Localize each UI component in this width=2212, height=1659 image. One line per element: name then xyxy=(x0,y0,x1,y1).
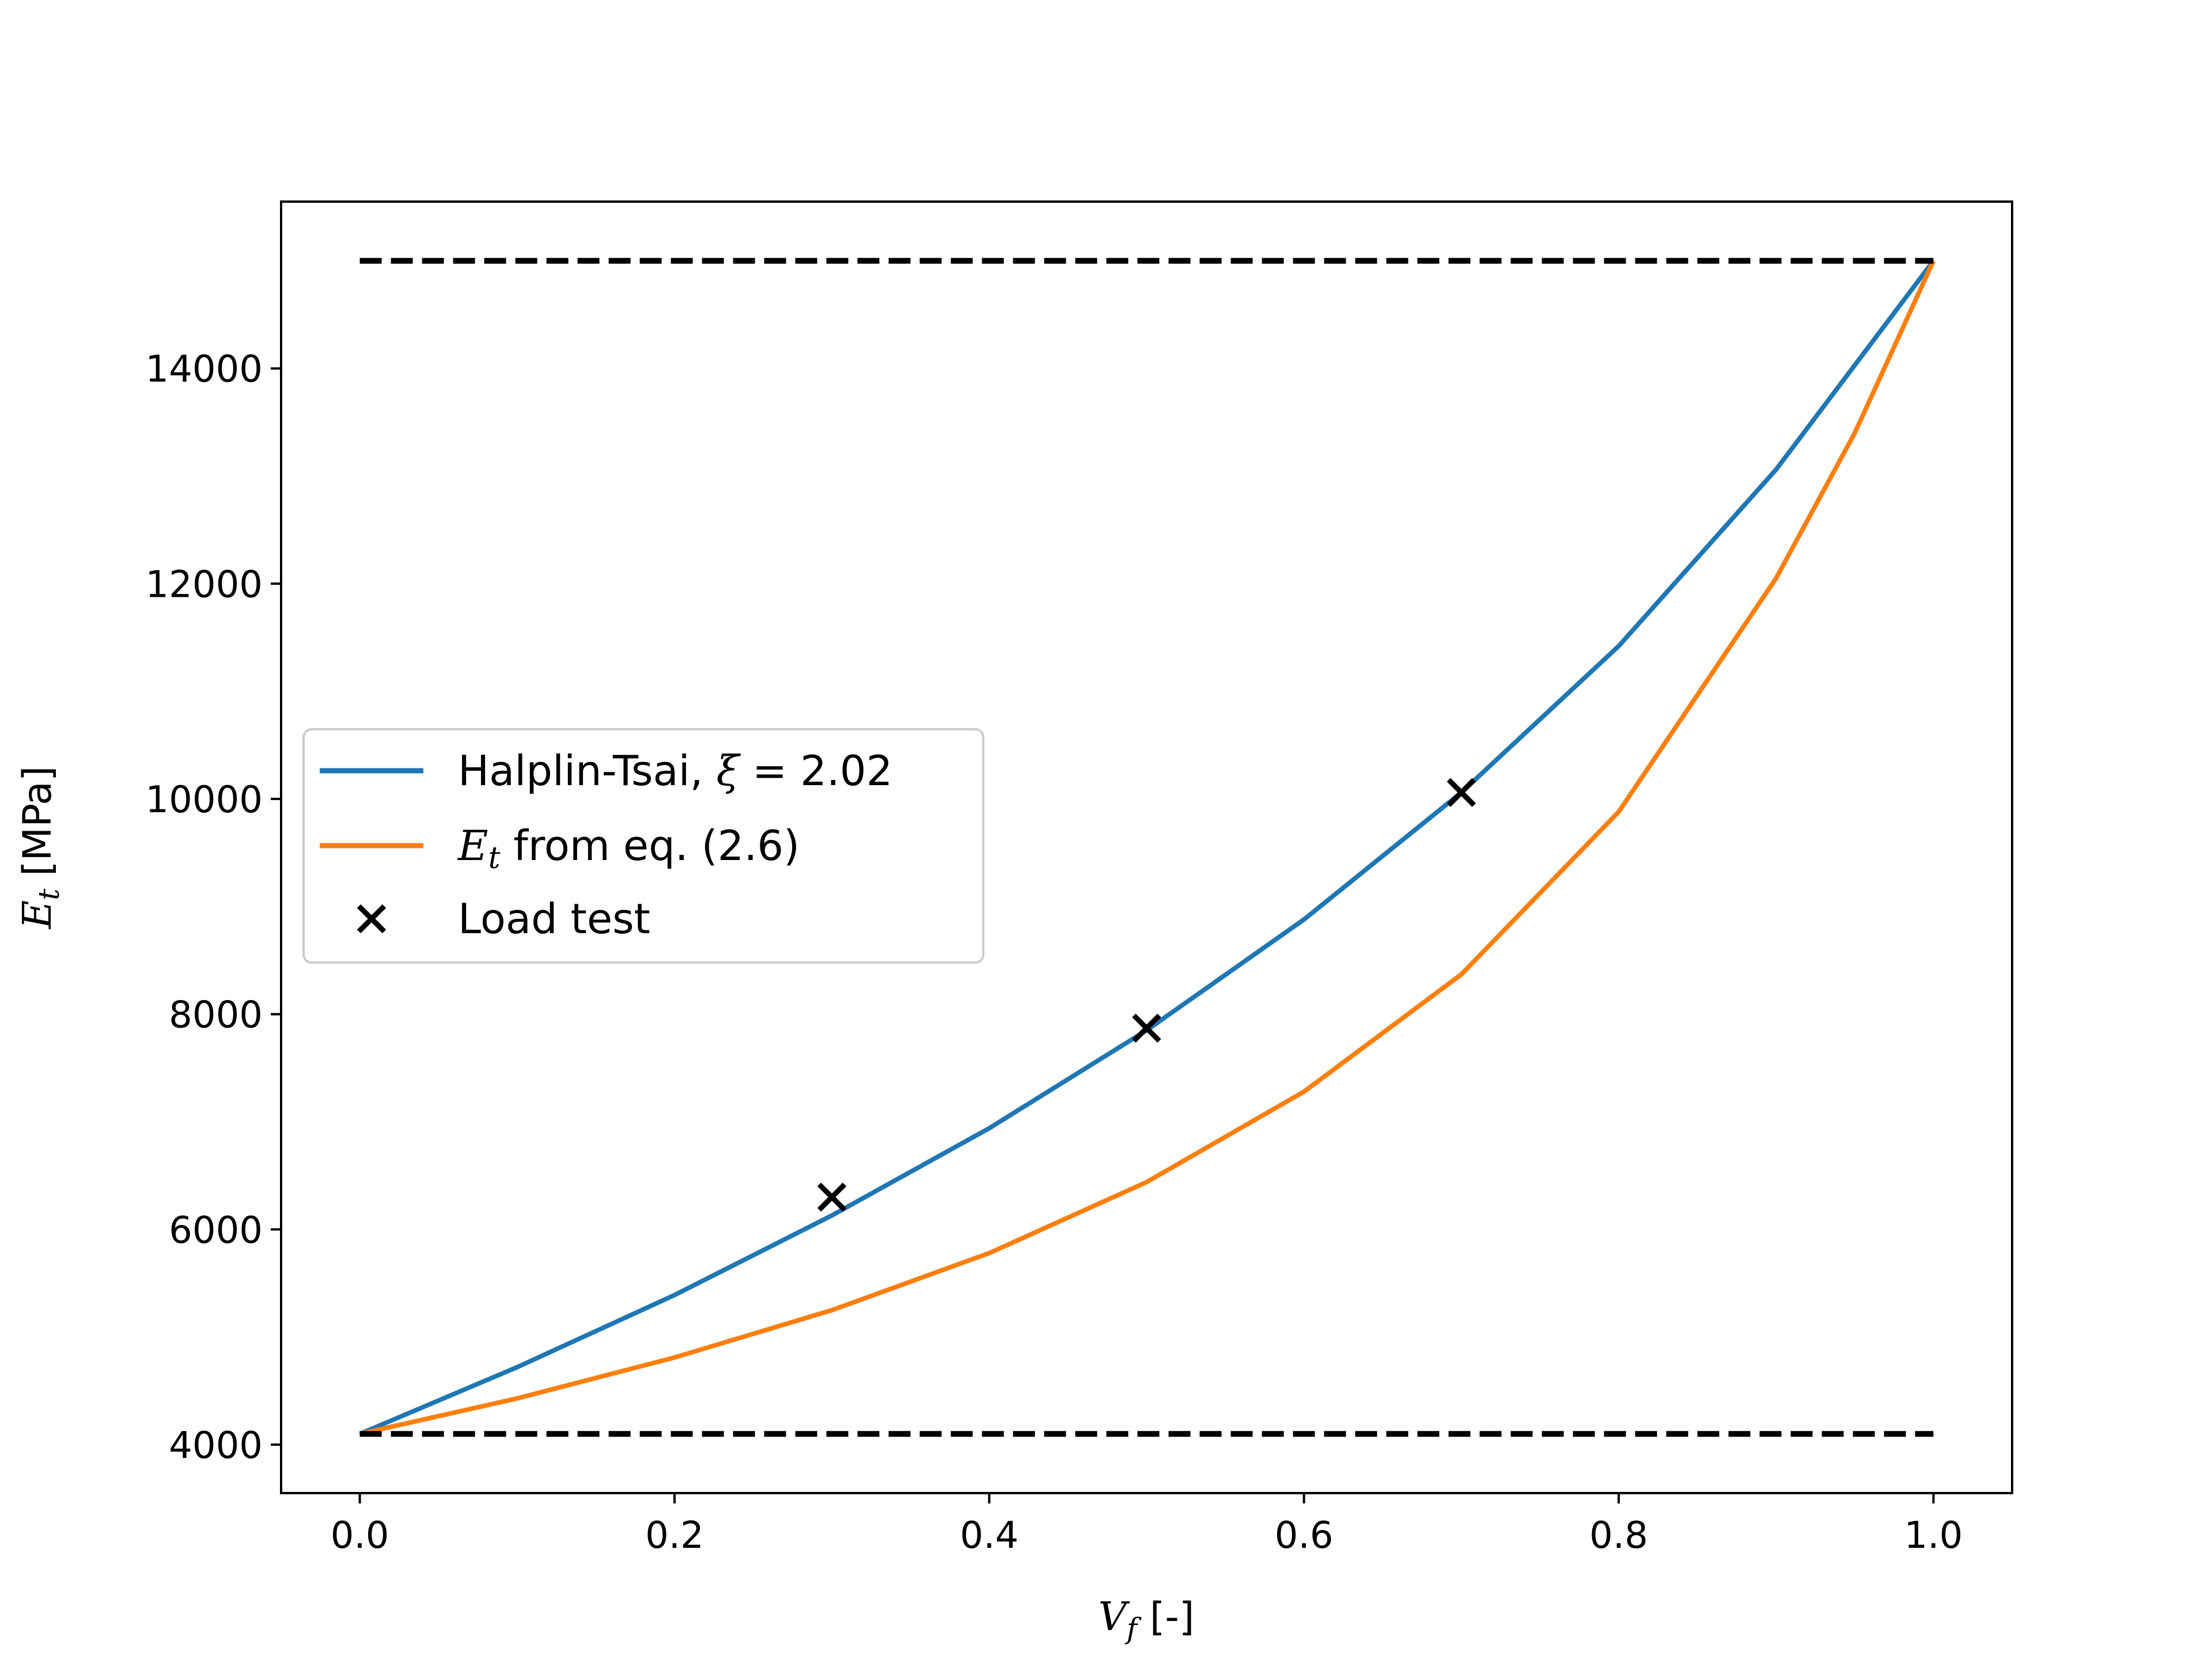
legend-label-halpin-tsai-prefix: Halplin-Tsai, xyxy=(458,747,716,795)
y-tick-label: 14000 xyxy=(145,349,263,391)
y-tick-label: 4000 xyxy=(169,1425,263,1467)
x-axis-label-rest: [-] xyxy=(1137,1594,1194,1640)
x-tick-label: 0.4 xyxy=(960,1514,1018,1557)
legend: Halplin-Tsai, ξ = 2.02 Et from eq. (2.6)… xyxy=(302,728,984,964)
x-tick-label: 0.0 xyxy=(331,1514,389,1557)
x-axis-label-var: V xyxy=(1099,1594,1130,1640)
legend-marker-load-test xyxy=(357,904,387,934)
plot-area xyxy=(359,257,1936,1437)
y-axis: 4000 6000 8000 10000 12000 14000 xyxy=(145,349,281,1467)
legend-label-halpin-tsai-var: ξ xyxy=(716,747,741,795)
legend-label-eq-2-6-sub: t xyxy=(488,841,501,876)
y-axis-label: Et [MPa] xyxy=(15,766,66,930)
scatter-point-load-test xyxy=(817,1183,847,1212)
x-tick-label: 1.0 xyxy=(1904,1514,1963,1557)
x-axis-label: Vf [-] xyxy=(1099,1594,1195,1645)
axes-frame xyxy=(280,200,2013,1494)
series-line-e-t-from-eq-2-6 xyxy=(359,260,1936,1437)
x-axis: 0.0 0.2 0.4 0.6 0.8 1.0 xyxy=(331,1493,1963,1557)
x-tick-label: 0.8 xyxy=(1589,1514,1648,1557)
legend-label-eq-2-6: Et from eq. (2.6) xyxy=(457,821,800,876)
legend-label-eq-2-6-rest: from eq. (2.6) xyxy=(500,821,800,870)
y-tick-label: 12000 xyxy=(145,563,263,606)
legend-label-eq-2-6-var: E xyxy=(457,821,488,870)
y-tick-label: 10000 xyxy=(145,779,263,821)
x-tick-label: 0.2 xyxy=(645,1514,704,1557)
y-tick-label: 6000 xyxy=(169,1209,263,1252)
legend-label-halpin-tsai-rest: = 2.02 xyxy=(739,747,892,795)
legend-label-load-test: Load test xyxy=(458,895,650,943)
y-axis-label-rest: [MPa] xyxy=(15,766,60,889)
x-tick-label: 0.6 xyxy=(1275,1514,1334,1557)
legend-label-halpin-tsai: Halplin-Tsai, ξ = 2.02 xyxy=(458,747,893,795)
scatter-point-load-test xyxy=(1446,778,1476,807)
legend-frame xyxy=(302,728,984,964)
y-axis-label-sub: t xyxy=(32,888,66,900)
scatter-point-load-test xyxy=(1132,1013,1161,1043)
y-tick-label: 8000 xyxy=(169,994,263,1037)
y-axis-label-var: E xyxy=(15,900,60,930)
